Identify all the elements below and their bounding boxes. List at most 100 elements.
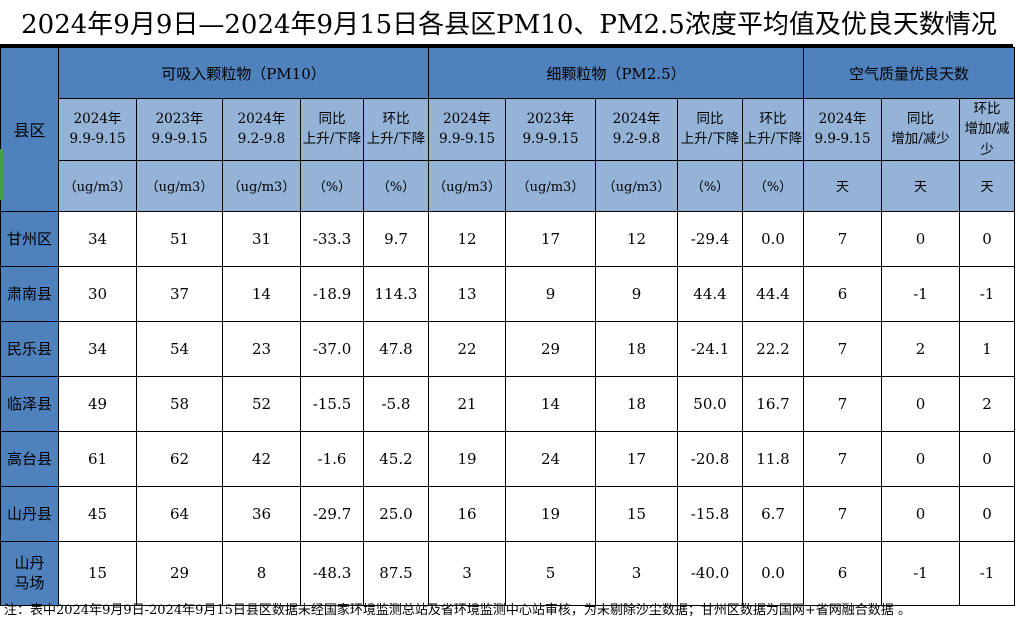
value-cell: 6 bbox=[803, 540, 882, 606]
value-cell: 7 bbox=[803, 210, 882, 267]
period-line2: 上升/下降 bbox=[366, 131, 426, 148]
value-cell: 15 bbox=[58, 540, 137, 606]
value-cell: 50.0 bbox=[677, 375, 743, 432]
value-cell: 42 bbox=[222, 430, 301, 487]
period-header-2: 2024年 9.2-9.8 bbox=[222, 98, 301, 161]
period-header-9: 环比 上升/下降 bbox=[742, 98, 804, 161]
value-cell: 5 bbox=[505, 540, 596, 606]
title-divider bbox=[0, 44, 1013, 47]
period-line2: 9.9-9.15 bbox=[814, 131, 871, 148]
unit-header-12: 天 bbox=[958, 159, 1016, 212]
period-line1: 同比 bbox=[318, 111, 346, 128]
value-cell: 52 bbox=[222, 375, 301, 432]
value-cell: 1 bbox=[958, 320, 1016, 377]
period-header-10: 2024年 9.9-9.15 bbox=[803, 98, 882, 161]
value-cell: 0 bbox=[881, 485, 960, 542]
period-line2: 9.9-9.15 bbox=[438, 131, 496, 148]
value-cell: 15 bbox=[595, 485, 678, 542]
period-header-7: 2024年 9.2-9.8 bbox=[595, 98, 678, 161]
table-body: 甘州区 34 51 31 -33.3 9.7 12 17 12 -29.4 0.0 7 0 0 肃南县 30 3… bbox=[0, 210, 1016, 606]
value-cell: 13 bbox=[428, 265, 506, 322]
value-cell: 12 bbox=[428, 210, 506, 267]
value-cell: 25.0 bbox=[363, 485, 429, 542]
value-cell: 7 bbox=[803, 430, 882, 487]
value-cell: 0 bbox=[881, 375, 960, 432]
value-cell: 14 bbox=[505, 375, 596, 432]
value-cell: 8 bbox=[222, 540, 301, 606]
value-cell: -29.7 bbox=[300, 485, 364, 542]
header-unit-row: （ug/m3） （ug/m3） （ug/m3） （%） （%） （ug/m3） （ug/m3… bbox=[1, 159, 1016, 212]
value-cell: 17 bbox=[595, 430, 678, 487]
value-cell: 12 bbox=[595, 210, 678, 267]
value-cell: 0 bbox=[881, 430, 960, 487]
value-cell: 2 bbox=[958, 375, 1016, 432]
period-line1: 环比 bbox=[973, 101, 1001, 117]
value-cell: 34 bbox=[58, 210, 137, 267]
value-cell: 19 bbox=[428, 430, 506, 487]
value-cell: 34 bbox=[58, 320, 137, 377]
value-cell: 7 bbox=[803, 375, 882, 432]
period-line2: 增加/减少 bbox=[891, 131, 950, 148]
period-header-1: 2023年 9.9-9.15 bbox=[136, 98, 223, 161]
value-cell: -1.6 bbox=[300, 430, 364, 487]
unit-header-8: （%） bbox=[677, 159, 743, 212]
period-line2: 上升/下降 bbox=[302, 131, 362, 148]
table-row: 高台县 61 62 42 -1.6 45.2 19 24 17 -20.8 11.8 7 0 0 bbox=[0, 430, 1016, 487]
period-line1: 2024年 bbox=[443, 111, 491, 128]
header-period-row: 2024年 9.9-9.15 2023年 9.9-9.15 2024年 9.2-9.8 同比… bbox=[1, 98, 1016, 161]
table-head: 县区 可吸入颗粒物（PM10） 细颗粒物（PM2.5） 空气质量优良天数 2024年 9.… bbox=[0, 47, 1016, 212]
table-row: 甘州区 34 51 31 -33.3 9.7 12 17 12 -29.4 0.0 7 0 0 bbox=[0, 210, 1016, 267]
value-cell: 21 bbox=[428, 375, 506, 432]
table-row: 山丹 马场 15 29 8 -48.3 87.5 3 5 3 -40.0 0.0 6 -1 -1 bbox=[0, 540, 1016, 606]
period-header-11: 同比 增加/减少 bbox=[881, 98, 960, 161]
value-cell: -18.9 bbox=[300, 265, 364, 322]
value-cell: 45 bbox=[58, 485, 137, 542]
period-line2: 9.2-9.8 bbox=[612, 131, 661, 148]
period-line2: 9.2-9.8 bbox=[237, 131, 286, 148]
value-cell: 30 bbox=[58, 265, 137, 322]
period-header-4: 环比 上升/下降 bbox=[363, 98, 429, 161]
green-accent-strip bbox=[0, 149, 3, 200]
value-cell: 61 bbox=[58, 430, 137, 487]
value-cell: -15.8 bbox=[677, 485, 743, 542]
period-line1: 2024年 bbox=[612, 111, 661, 128]
value-cell: 0 bbox=[958, 430, 1016, 487]
value-cell: -24.1 bbox=[677, 320, 743, 377]
group-header-1: 细颗粒物（PM2.5） bbox=[428, 47, 804, 99]
period-line2: 9.9-9.15 bbox=[69, 131, 126, 148]
unit-header-3: （%） bbox=[300, 159, 364, 212]
value-cell: 0.0 bbox=[742, 210, 804, 267]
period-line2: 9.9-9.15 bbox=[151, 131, 208, 148]
period-line1: 2023年 bbox=[526, 111, 575, 128]
value-cell: 44.4 bbox=[677, 265, 743, 322]
period-line2: 上升/下降 bbox=[680, 131, 740, 148]
table-row: 临泽县 49 58 52 -15.5 -5.8 21 14 18 50.0 16.7 7 0 2 bbox=[0, 375, 1016, 432]
period-header-12: 环比增加/减少 bbox=[958, 98, 1016, 161]
unit-header-1: （ug/m3） bbox=[136, 159, 223, 212]
value-cell: 87.5 bbox=[363, 540, 429, 606]
value-cell: 47.8 bbox=[363, 320, 429, 377]
value-cell: 24 bbox=[505, 430, 596, 487]
value-cell: -29.4 bbox=[677, 210, 743, 267]
value-cell: 54 bbox=[136, 320, 223, 377]
value-cell: 16 bbox=[428, 485, 506, 542]
period-line1: 2024年 bbox=[818, 111, 867, 128]
value-cell: 22.2 bbox=[742, 320, 804, 377]
county-cell: 高台县 bbox=[0, 430, 59, 487]
value-cell: -1 bbox=[958, 540, 1016, 606]
period-line2: 增加/减少 bbox=[964, 121, 1010, 158]
unit-header-6: （ug/m3） bbox=[505, 159, 596, 212]
unit-header-9: （%） bbox=[742, 159, 804, 212]
period-line1: 环比 bbox=[759, 111, 787, 128]
header-group-row: 县区 可吸入颗粒物（PM10） 细颗粒物（PM2.5） 空气质量优良天数 bbox=[0, 47, 1016, 212]
value-cell: 0 bbox=[958, 210, 1016, 267]
value-cell: 22 bbox=[428, 320, 506, 377]
period-line1: 同比 bbox=[696, 111, 724, 128]
value-cell: 37 bbox=[136, 265, 223, 322]
period-header-5: 2024年 9.9-9.15 bbox=[428, 98, 506, 161]
value-cell: -48.3 bbox=[300, 540, 364, 606]
value-cell: 16.7 bbox=[742, 375, 804, 432]
value-cell: 45.2 bbox=[363, 430, 429, 487]
value-cell: 3 bbox=[595, 540, 678, 606]
value-cell: -5.8 bbox=[363, 375, 429, 432]
